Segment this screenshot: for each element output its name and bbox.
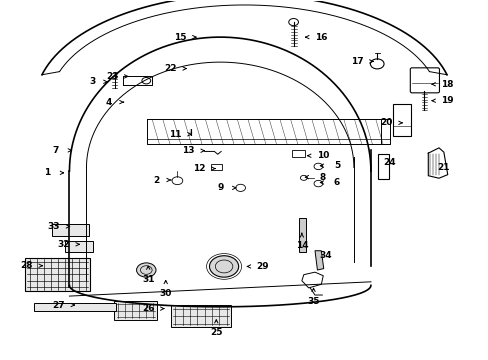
Bar — [34, 303, 116, 311]
Text: 2: 2 — [153, 176, 159, 185]
Text: 19: 19 — [441, 96, 453, 105]
Text: 26: 26 — [142, 304, 154, 313]
Text: 14: 14 — [295, 240, 307, 249]
Text: 13: 13 — [182, 146, 194, 155]
Bar — [114, 301, 157, 320]
Text: 8: 8 — [319, 173, 325, 182]
Bar — [291, 150, 304, 157]
Bar — [392, 104, 410, 136]
Text: 32: 32 — [57, 240, 70, 249]
Text: 20: 20 — [380, 118, 392, 127]
Circle shape — [313, 163, 322, 170]
Circle shape — [136, 263, 156, 277]
Text: 4: 4 — [105, 98, 111, 107]
Text: 11: 11 — [169, 130, 182, 139]
Text: 17: 17 — [351, 57, 364, 66]
Bar — [170, 305, 231, 327]
Text: 21: 21 — [437, 163, 449, 172]
Bar — [211, 163, 222, 170]
Text: 6: 6 — [333, 178, 339, 187]
Circle shape — [288, 18, 298, 26]
Circle shape — [313, 180, 322, 187]
Bar — [52, 224, 89, 237]
Circle shape — [370, 59, 383, 69]
Bar — [64, 241, 93, 252]
Text: 28: 28 — [20, 261, 33, 270]
Text: 33: 33 — [47, 222, 60, 231]
Text: 25: 25 — [210, 328, 222, 337]
Text: 16: 16 — [314, 33, 327, 42]
Text: 35: 35 — [306, 297, 319, 306]
Text: 10: 10 — [316, 151, 329, 160]
Text: 31: 31 — [142, 275, 154, 284]
Text: 3: 3 — [89, 77, 96, 86]
Circle shape — [235, 184, 245, 192]
Text: 23: 23 — [106, 72, 118, 81]
Circle shape — [172, 177, 183, 185]
Text: 22: 22 — [164, 64, 177, 73]
Text: 1: 1 — [44, 168, 51, 177]
Circle shape — [300, 175, 306, 180]
Text: 5: 5 — [333, 161, 339, 170]
Text: 27: 27 — [52, 301, 65, 310]
Bar — [25, 257, 90, 292]
Text: 9: 9 — [218, 183, 224, 192]
Text: 12: 12 — [193, 164, 205, 173]
Text: 15: 15 — [174, 33, 186, 42]
Text: 29: 29 — [256, 262, 269, 271]
Text: 30: 30 — [159, 289, 172, 298]
Text: 24: 24 — [382, 158, 395, 167]
Text: 18: 18 — [441, 80, 453, 89]
Bar — [298, 218, 305, 252]
Text: 7: 7 — [53, 146, 59, 155]
Polygon shape — [314, 251, 323, 270]
Circle shape — [209, 256, 238, 277]
Text: 34: 34 — [319, 251, 332, 260]
Bar — [377, 154, 388, 179]
